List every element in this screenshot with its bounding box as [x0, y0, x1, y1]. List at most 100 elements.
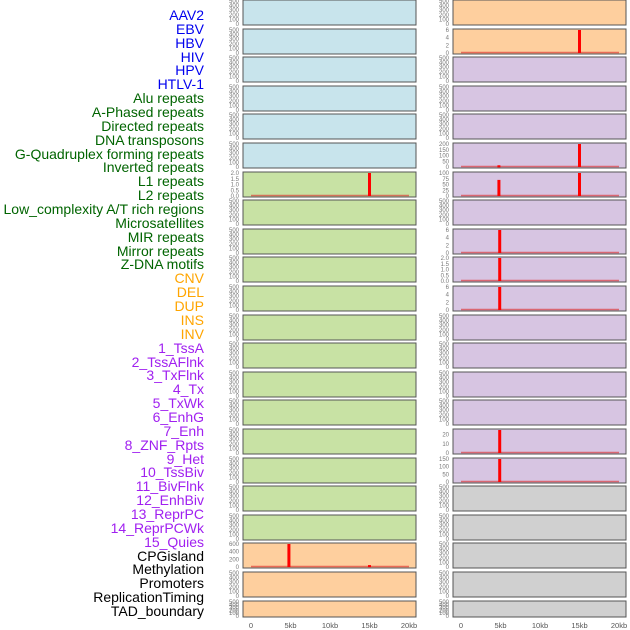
y-tick-label: 200 — [229, 499, 240, 505]
signal-bar — [578, 144, 581, 167]
signal-bar — [498, 430, 502, 453]
y-tick-label: 400 — [229, 261, 240, 267]
y-tick-label: 300 — [439, 122, 450, 128]
y-tick-label: 400 — [229, 550, 240, 556]
track-panel — [452, 428, 627, 455]
signal-bar — [498, 258, 502, 281]
y-tick-label: 100 — [439, 154, 450, 160]
y-tick-label: 200 — [229, 585, 240, 591]
track-panel — [242, 428, 417, 455]
track-panel — [452, 457, 627, 484]
y-tick-label: 0 — [236, 108, 240, 114]
y-tick-label: 300 — [439, 351, 450, 357]
track-label-list: AAV2 EBV HBV HIV HPV HTLV-1 Alu repeats A-Phase… — [0, 0, 205, 630]
y-tick-label: 0 — [446, 451, 450, 457]
y-tick-label: 400 — [229, 462, 240, 468]
y-tick-label: 200 — [229, 99, 240, 105]
track-label: 7_Enh — [163, 422, 204, 439]
x-tick-label: 5kb — [284, 621, 296, 630]
y-tick-label: 1.0 — [441, 268, 450, 274]
y-tick-label: 100 — [229, 217, 240, 223]
y-tick-label: 0 — [446, 508, 450, 514]
y-tick-label: 100 — [439, 360, 450, 366]
y-tick-label: 0 — [446, 22, 450, 28]
y-tick-label: 400 — [439, 603, 450, 609]
y-tick-label: 200 — [229, 242, 240, 248]
y-tick-label: 500 — [439, 485, 450, 491]
y-tick-label: 200 — [229, 528, 240, 534]
y-tick-label: 200 — [439, 556, 450, 562]
y-tick-label: 1.0 — [231, 183, 240, 189]
y-tick-label: 400 — [439, 576, 450, 582]
y-tick-label: 500 — [229, 28, 240, 34]
y-tick-label: 200 — [229, 608, 240, 614]
y-tick-label: 200 — [229, 328, 240, 334]
y-tick-label: 100 — [439, 503, 450, 509]
track-panel — [452, 56, 627, 83]
y-tick-label: 100 — [229, 46, 240, 52]
y-tick-label: 500 — [229, 56, 240, 62]
y-tick-label: 400 — [229, 33, 240, 39]
track-panel — [452, 399, 627, 426]
y-tick-label: 100 — [229, 611, 240, 617]
track-panel — [452, 600, 627, 618]
y-tick-label: 10 — [442, 442, 449, 448]
y-tick-label: 200 — [229, 356, 240, 362]
track-panel — [452, 542, 627, 569]
track-label: A-Phased repeats — [91, 104, 204, 121]
y-tick-label: 0 — [236, 251, 240, 257]
track-panel — [242, 285, 417, 312]
y-tick-label: 0 — [446, 108, 450, 114]
track-label: L2 repeats — [137, 187, 204, 204]
y-tick-label: 300 — [229, 37, 240, 43]
y-tick-label: 500 — [229, 85, 240, 91]
track-label: Alu repeats — [133, 90, 204, 107]
track-label: 13_ReprPC — [130, 505, 204, 522]
y-tick-label: 200 — [439, 328, 450, 334]
y-tick-label: 400 — [439, 90, 450, 96]
y-tick-label: 0.5 — [231, 188, 240, 194]
y-tick-label: 300 — [229, 208, 240, 214]
y-tick-label: 100 — [229, 589, 240, 595]
y-tick-label: 400 — [439, 61, 450, 67]
track-panel — [242, 256, 417, 283]
y-tick-label: 200 — [439, 413, 450, 419]
y-tick-label: 0 — [236, 537, 240, 543]
y-tick-label: 50 — [442, 183, 449, 189]
y-tick-label: 400 — [439, 4, 450, 10]
y-tick-label: 200 — [439, 142, 450, 148]
y-tick-label: 400 — [229, 347, 240, 353]
y-tick-label: 300 — [229, 494, 240, 500]
y-tick-label: 300 — [439, 551, 450, 557]
track-label: MIR repeats — [127, 228, 204, 245]
y-tick-label: 100 — [439, 17, 450, 23]
y-tick-label: 200 — [229, 213, 240, 219]
y-tick-label: 300 — [439, 323, 450, 329]
y-tick-label: 500 — [229, 285, 240, 291]
y-tick-label: 200 — [229, 413, 240, 419]
track-label: DNA transposons — [95, 131, 204, 148]
y-tick-label: 100 — [439, 532, 450, 538]
y-tick-label: 6 — [446, 28, 450, 34]
y-tick-label: 500 — [229, 371, 240, 377]
y-tick-label: 500 — [229, 0, 240, 5]
y-tick-label: 0.0 — [231, 194, 240, 200]
y-tick-label: 300 — [229, 265, 240, 271]
y-tick-label: 500 — [229, 113, 240, 119]
x-tick-label: 20kb — [611, 621, 627, 630]
y-tick-label: 300 — [439, 494, 450, 500]
y-tick-label: 300 — [229, 580, 240, 586]
y-tick-label: 200 — [439, 99, 450, 105]
x-tick-label: 15kb — [571, 621, 587, 630]
y-tick-label: 100 — [439, 611, 450, 617]
y-tick-label: 0 — [446, 565, 450, 571]
y-tick-label: 500 — [439, 0, 450, 5]
y-tick-label: 100 — [439, 74, 450, 80]
track-label: HTLV-1 — [157, 76, 204, 93]
y-tick-label: 500 — [439, 85, 450, 91]
y-tick-label: 200 — [229, 557, 240, 563]
track-panel — [242, 457, 417, 484]
y-tick-label: 200 — [229, 385, 240, 391]
y-tick-label: 500 — [229, 485, 240, 491]
